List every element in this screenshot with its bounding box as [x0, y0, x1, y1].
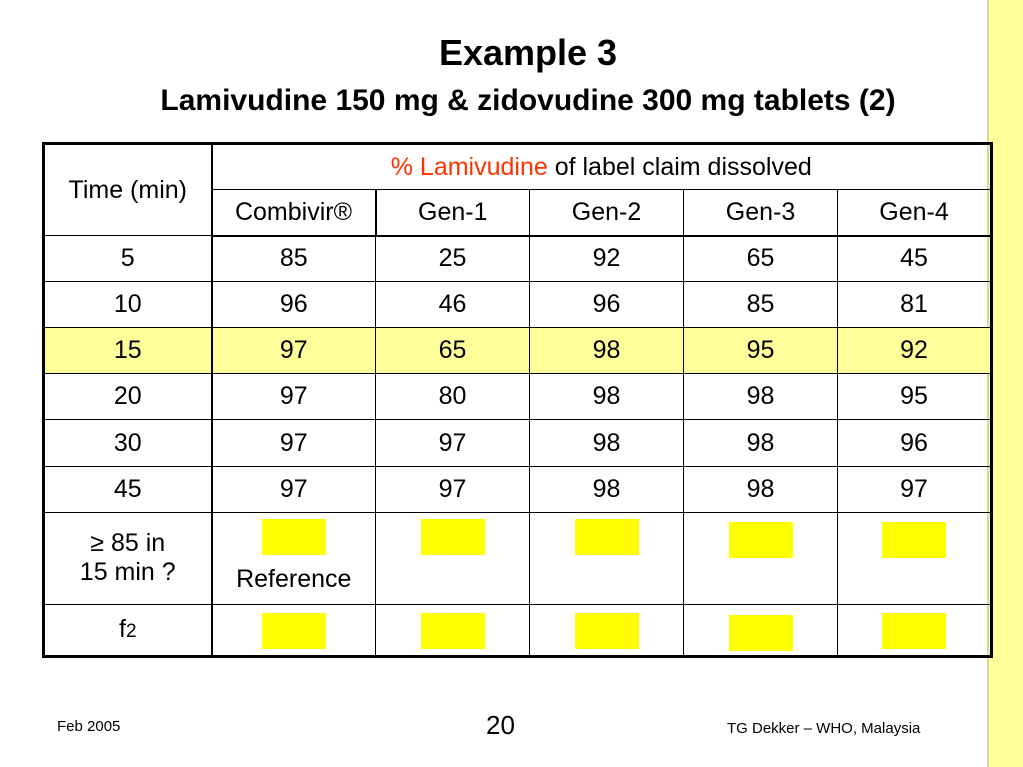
footer-date: Feb 2005 [57, 718, 121, 735]
value-cell: 85 [683, 281, 838, 329]
slide-subtitle: Lamivudine 150 mg & zidovudine 300 mg ta… [160, 84, 896, 117]
dissolution-table: Time (min) % Lamivudine of label claim d… [42, 142, 994, 658]
time-column-header: Time (min) [43, 142, 213, 237]
criterion-cell [836, 511, 993, 605]
time-cell: 15 [43, 327, 213, 375]
value-cell: 96 [211, 281, 376, 329]
value-cell: 96 [529, 281, 684, 329]
criterion-label: ≥ 85 in 15 min ? [43, 511, 213, 605]
placeholder-box [420, 612, 485, 649]
value-cell: 65 [375, 327, 530, 375]
table-row: 20 97 80 98 98 95 [43, 373, 993, 421]
value-cell: 98 [683, 373, 838, 421]
footer-credit: TG Dekker – WHO, Malaysia [727, 720, 921, 737]
slide-title: Example 3 [438, 32, 618, 73]
f2-label: f2 [43, 603, 213, 658]
value-cell: 98 [683, 465, 838, 513]
placeholder-box [574, 612, 639, 649]
value-cell: 46 [375, 281, 530, 329]
placeholder-box [882, 612, 947, 649]
time-cell: 20 [43, 373, 213, 421]
value-cell: 80 [375, 373, 530, 421]
value-cell: 97 [375, 465, 530, 513]
value-cell: 95 [836, 373, 993, 421]
placeholder-box [882, 521, 947, 558]
placeholder-box [420, 518, 485, 555]
value-cell: 85 [211, 235, 376, 283]
placeholder-box [728, 614, 793, 651]
placeholder-box [261, 518, 326, 555]
value-cell: 97 [375, 419, 530, 467]
column-header-gen-2: Gen-2 [529, 189, 684, 237]
placeholder-box [574, 518, 639, 555]
table-row: 30 97 97 98 98 96 [43, 419, 993, 467]
group-header-accent: % Lamivudine [390, 152, 548, 181]
f2-cell [529, 603, 684, 658]
f2-label-subscript: 2 [125, 621, 137, 643]
column-header-gen-1: Gen-1 [375, 189, 530, 237]
criterion-cell [683, 511, 838, 605]
table-row: 45 97 97 98 98 97 [43, 465, 993, 513]
group-header: % Lamivudine of label claim dissolved [210, 142, 993, 191]
value-cell: 92 [836, 327, 993, 375]
f2-cell [836, 603, 993, 658]
reference-label: Reference [236, 564, 352, 593]
table-row: 5 85 25 92 65 45 [43, 235, 993, 283]
value-cell: 98 [529, 465, 684, 513]
value-cell: 81 [836, 281, 993, 329]
value-cell: 45 [836, 235, 993, 283]
f2-label-text: f [118, 615, 126, 644]
time-header-text: Time (min) [68, 175, 187, 204]
criterion-label-line-1: ≥ 85 in [90, 529, 166, 558]
time-cell: 10 [43, 281, 213, 329]
value-cell: 97 [836, 465, 993, 513]
value-cell: 25 [375, 235, 530, 283]
time-cell: 30 [43, 419, 213, 467]
value-cell: 96 [836, 419, 993, 467]
column-header-gen-4: Gen-4 [836, 189, 993, 237]
column-header-combivir: Combivir® [211, 189, 377, 237]
f2-cell [211, 603, 376, 658]
value-cell: 97 [211, 419, 376, 467]
group-header-text: of label claim dissolved [547, 152, 812, 181]
criterion-label-line-2: 15 min ? [79, 558, 176, 587]
value-cell: 97 [211, 465, 376, 513]
f2-cell [683, 603, 838, 658]
table-row: 10 96 46 96 85 81 [43, 281, 993, 329]
value-cell: 98 [529, 327, 684, 375]
criterion-row: ≥ 85 in 15 min ? Reference [43, 511, 993, 605]
criterion-cell [375, 511, 530, 605]
f2-row: f2 [43, 603, 993, 658]
criterion-cell-combivir: Reference [211, 511, 376, 605]
table-row-highlighted: 15 97 65 98 95 92 [43, 327, 993, 375]
time-cell: 5 [43, 235, 213, 283]
placeholder-box [261, 612, 326, 649]
value-cell: 92 [529, 235, 684, 283]
f2-cell [375, 603, 530, 658]
value-cell: 65 [683, 235, 838, 283]
value-cell: 97 [211, 373, 376, 421]
column-header-gen-3: Gen-3 [683, 189, 838, 237]
value-cell: 98 [529, 373, 684, 421]
value-cell: 95 [683, 327, 838, 375]
value-cell: 98 [683, 419, 838, 467]
placeholder-box [728, 521, 793, 558]
time-cell: 45 [43, 465, 213, 513]
page-number: 20 [486, 710, 515, 740]
value-cell: 98 [529, 419, 684, 467]
criterion-cell [529, 511, 684, 605]
value-cell: 97 [211, 327, 376, 375]
